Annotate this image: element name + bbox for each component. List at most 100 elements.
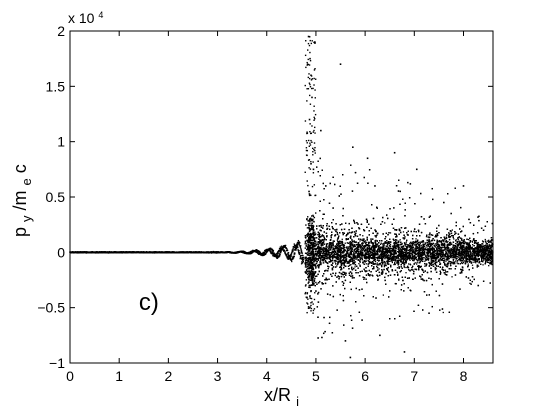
data-point: [297, 251, 300, 253]
data-point: [310, 275, 313, 277]
data-point: [305, 66, 307, 69]
data-point: [314, 146, 316, 149]
data-point: [312, 309, 315, 312]
data-point: [306, 233, 309, 235]
data-point: [309, 297, 311, 299]
data-point: [286, 248, 288, 250]
data-point: [296, 245, 299, 247]
data-point: [310, 302, 312, 304]
data-point: [300, 257, 302, 259]
data-point: [306, 273, 309, 276]
data-point: [312, 218, 314, 221]
data-point: [307, 263, 310, 265]
data-point: [442, 311, 444, 314]
data-point: [314, 248, 316, 250]
data-point: [311, 282, 314, 285]
data-point: [304, 252, 307, 254]
data-point: [279, 246, 281, 248]
data-point: [314, 250, 317, 253]
data-point: [307, 303, 309, 305]
data-point: [308, 264, 310, 266]
data-point: [275, 256, 278, 258]
data-point: [312, 215, 315, 218]
data-point: [308, 235, 311, 238]
data-point: [311, 215, 313, 217]
data-point: [313, 240, 316, 243]
data-point: [304, 54, 307, 57]
data-point: [305, 259, 308, 262]
data-point: [307, 306, 310, 308]
data-point: [309, 229, 311, 231]
data-point: [296, 244, 298, 246]
data-point: [280, 252, 282, 254]
data-point: [311, 268, 314, 271]
data-point: [312, 263, 315, 265]
data-point: [309, 220, 311, 222]
data-point: [311, 125, 313, 127]
data-point: [311, 251, 314, 254]
data-point: [308, 227, 310, 229]
data-point: [279, 249, 281, 251]
data-point: [293, 243, 295, 245]
data-point: [405, 272, 407, 274]
data-point: [310, 236, 312, 238]
data-point: [314, 277, 316, 280]
data-point: [309, 239, 312, 242]
data-point: [314, 78, 317, 80]
data-point: [308, 241, 311, 244]
data-point: [308, 240, 311, 243]
data-point: [309, 257, 312, 260]
data-point: [311, 246, 314, 249]
data-point: [257, 251, 259, 254]
data-point: [306, 302, 308, 304]
data-point: [307, 216, 309, 218]
data-point: [308, 36, 311, 38]
data-point: [314, 243, 316, 245]
data-point: [313, 272, 315, 275]
data-point: [271, 251, 274, 253]
data-point: [308, 73, 310, 75]
data-point: [259, 251, 261, 253]
data-point: [305, 245, 307, 247]
data-point: [315, 265, 317, 267]
data-point: [310, 194, 312, 197]
data-point: [304, 120, 307, 122]
data-point: [306, 100, 308, 102]
data-point: [307, 88, 310, 90]
data-point: [314, 42, 316, 44]
data-point: [311, 266, 314, 269]
data-point: [314, 271, 317, 274]
data-point: [305, 40, 307, 42]
data-point: [262, 253, 264, 255]
data-point: [300, 249, 302, 251]
data-point: [307, 298, 309, 300]
data-point: [307, 251, 309, 254]
data-point: [308, 64, 311, 66]
data-point: [382, 294, 384, 296]
data-point: [307, 63, 309, 66]
data-point: [312, 253, 315, 255]
data-point: [312, 161, 314, 163]
data-point: [306, 296, 308, 298]
data-point: [309, 39, 311, 42]
data-point: [288, 255, 291, 258]
data-point: [310, 258, 313, 260]
data-point: [311, 141, 313, 143]
data-point: [280, 245, 283, 247]
data-point: [406, 266, 408, 269]
data-point: [279, 255, 281, 257]
data-point: [299, 246, 302, 248]
data-point: [290, 255, 292, 258]
data-point: [306, 64, 308, 66]
data-point: [310, 139, 312, 142]
data-point: [306, 246, 309, 249]
data-point: [287, 256, 290, 258]
data-point: [313, 258, 316, 260]
data-point: [308, 275, 310, 277]
data-point: [309, 83, 311, 86]
data-point: [311, 78, 314, 80]
data-point: [310, 234, 312, 237]
data-point: [293, 249, 295, 251]
data-point: [300, 248, 302, 250]
